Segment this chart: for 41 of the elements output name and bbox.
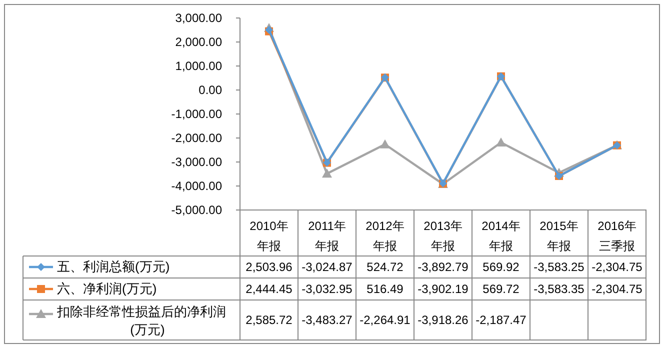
data-label: 569.72	[482, 282, 520, 296]
y-tick-label: -2,000.00	[171, 131, 222, 145]
data-label: 569.92	[482, 260, 520, 274]
data-label: -3,902.19	[418, 282, 469, 296]
x-tick-label: 2015年年报	[540, 219, 578, 253]
point	[322, 168, 332, 178]
data-label: -3,918.26	[418, 313, 469, 327]
data-label: 516.49	[366, 282, 404, 296]
data-label: -3,032.95	[302, 282, 353, 296]
x-tick-label: 2010年年报	[250, 219, 288, 253]
point	[496, 138, 506, 146]
x-tick-label: 2013年年报	[424, 219, 462, 253]
x-tick-label: 2014年年报	[482, 219, 520, 253]
y-tick-label: -4,000.00	[171, 179, 222, 193]
y-tick-label: 3,000.00	[175, 11, 222, 25]
data-label: -3,483.27	[302, 313, 353, 327]
data-label: -3,583.35	[534, 282, 585, 296]
data-label: 2,444.45	[246, 282, 293, 296]
x-tick-label: 2016年三季报	[598, 219, 636, 253]
data-label: 524.72	[366, 260, 404, 274]
data-label: 2,585.72	[246, 313, 293, 327]
data-label: -2,187.47	[476, 313, 527, 327]
point	[380, 139, 390, 148]
data-label: -3,583.25	[534, 260, 585, 274]
y-tick-label: 2,000.00	[175, 35, 222, 49]
y-tick-label: -5,000.00	[171, 203, 222, 217]
x-tick-label: 2012年年报	[366, 219, 404, 253]
data-label: -3,892.79	[418, 260, 469, 274]
data-label: 2,503.96	[246, 260, 293, 274]
y-tick-label: -3,000.00	[171, 155, 222, 169]
data-label: -2,304.75	[592, 282, 643, 296]
data-label: -3,024.87	[302, 260, 353, 274]
data-label: -2,304.75	[592, 260, 643, 274]
legend-label: 五、利润总额(万元)	[57, 259, 170, 274]
data-label: -2,264.91	[360, 313, 411, 327]
y-tick-label: 0.00	[198, 83, 222, 97]
y-tick-label: -1,000.00	[171, 107, 222, 121]
x-tick-label: 2011年年报	[308, 219, 346, 253]
legend-label: 六、净利润(万元)	[57, 281, 157, 296]
legend-label: 扣除非经常性损益后的净利润(万元)	[56, 304, 226, 337]
y-tick-label: 1,000.00	[175, 59, 222, 73]
